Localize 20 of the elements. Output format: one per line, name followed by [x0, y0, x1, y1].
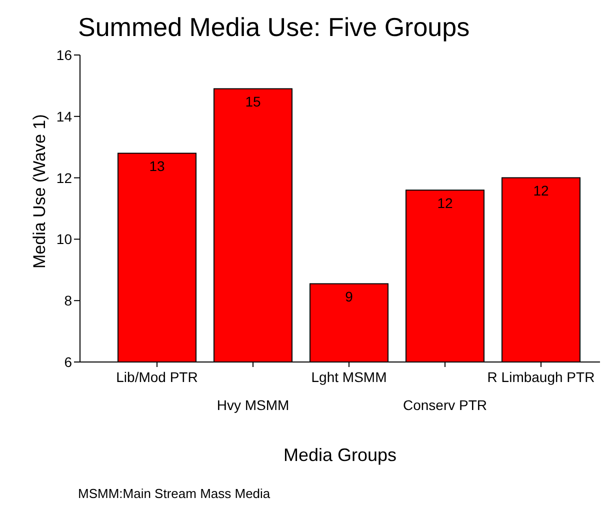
x-axis-title: Media Groups	[283, 445, 397, 465]
y-tick-label: 16	[56, 46, 72, 63]
x-tick-label: R Limbaugh PTR	[487, 369, 595, 385]
y-axis-title: Media Use (Wave 1)	[30, 114, 50, 268]
data-label: 13	[149, 158, 165, 174]
data-label: 12	[533, 182, 549, 199]
data-label: 9	[345, 288, 354, 305]
x-tick-label: Conserv PTR	[402, 397, 488, 413]
chart-title: Summed Media Use: Five Groups	[78, 12, 470, 43]
y-tick-label: 10	[56, 231, 72, 248]
y-tick-label: 12	[56, 170, 72, 186]
x-tick-label: Hvy MSMM	[216, 397, 290, 413]
x-tick-label: Lib/Mod PTR	[116, 369, 198, 385]
data-label: 15	[245, 94, 261, 110]
data-label: 12	[437, 195, 453, 212]
text: MSMM:Main Stream Mass Media	[78, 486, 270, 501]
x-tick-label: Lght MSMM	[311, 369, 387, 385]
y-tick-label: 14	[56, 108, 72, 124]
y-tick-label: 8	[64, 292, 72, 309]
y-tick-label: 6	[64, 354, 72, 370]
